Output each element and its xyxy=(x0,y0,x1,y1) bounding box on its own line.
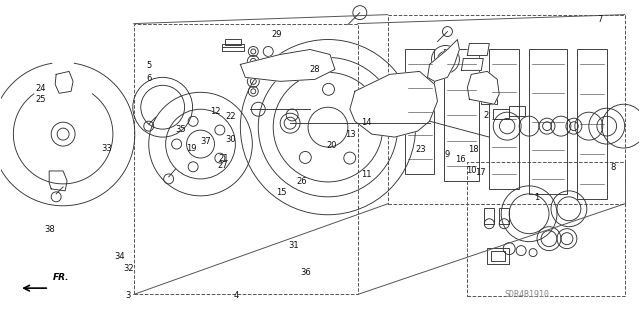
Polygon shape xyxy=(461,58,483,70)
Text: 15: 15 xyxy=(276,188,287,197)
Text: 23: 23 xyxy=(415,145,426,153)
Text: 34: 34 xyxy=(114,252,125,261)
Bar xyxy=(487,248,509,263)
Bar xyxy=(225,39,241,45)
Polygon shape xyxy=(467,71,499,104)
Bar xyxy=(481,94,497,104)
Text: 10: 10 xyxy=(467,166,477,175)
Text: 36: 36 xyxy=(301,268,311,277)
Text: 11: 11 xyxy=(360,170,371,179)
Bar xyxy=(492,251,505,261)
Text: 19: 19 xyxy=(186,144,196,153)
Text: 5: 5 xyxy=(147,61,152,70)
Polygon shape xyxy=(467,43,489,56)
Text: 21: 21 xyxy=(218,154,228,163)
Text: 25: 25 xyxy=(36,95,46,104)
Polygon shape xyxy=(241,49,335,81)
Bar xyxy=(388,15,625,204)
Text: 38: 38 xyxy=(44,225,54,234)
Text: 4: 4 xyxy=(233,291,239,300)
Text: 14: 14 xyxy=(360,117,371,127)
Bar xyxy=(577,49,607,199)
Bar xyxy=(493,109,509,119)
Polygon shape xyxy=(350,71,438,137)
Text: 22: 22 xyxy=(225,112,236,121)
Text: 13: 13 xyxy=(345,130,356,138)
Bar xyxy=(509,106,525,116)
Bar xyxy=(489,49,519,189)
Text: 28: 28 xyxy=(310,65,320,74)
Text: 12: 12 xyxy=(210,108,220,116)
Bar xyxy=(404,49,435,174)
Text: FR.: FR. xyxy=(53,273,70,282)
Bar xyxy=(223,43,244,51)
Bar xyxy=(499,208,509,224)
Text: 6: 6 xyxy=(147,74,152,83)
Text: 16: 16 xyxy=(455,155,465,164)
Bar xyxy=(444,49,479,181)
Text: 35: 35 xyxy=(176,125,186,134)
Bar xyxy=(484,208,494,224)
Text: 31: 31 xyxy=(288,241,298,250)
Text: 9: 9 xyxy=(445,150,450,159)
Text: 1: 1 xyxy=(534,193,540,202)
Text: SDR4B1910: SDR4B1910 xyxy=(505,290,550,299)
Polygon shape xyxy=(428,40,460,81)
Text: 17: 17 xyxy=(476,168,486,177)
Bar xyxy=(481,79,497,89)
Bar xyxy=(134,24,358,294)
Text: 8: 8 xyxy=(611,163,616,172)
Text: 29: 29 xyxy=(271,30,282,39)
Text: 27: 27 xyxy=(218,161,228,170)
Text: 20: 20 xyxy=(326,141,337,150)
Text: 7: 7 xyxy=(598,15,603,24)
Text: 37: 37 xyxy=(200,137,211,145)
Text: 2: 2 xyxy=(483,111,488,120)
Bar xyxy=(529,49,567,194)
Text: 26: 26 xyxy=(297,177,307,186)
Text: 30: 30 xyxy=(225,135,236,144)
Text: 24: 24 xyxy=(36,84,46,93)
Text: 18: 18 xyxy=(468,145,478,154)
Text: 33: 33 xyxy=(101,144,112,153)
Bar xyxy=(467,162,625,296)
Text: 32: 32 xyxy=(124,263,134,273)
Text: 3: 3 xyxy=(125,291,131,300)
